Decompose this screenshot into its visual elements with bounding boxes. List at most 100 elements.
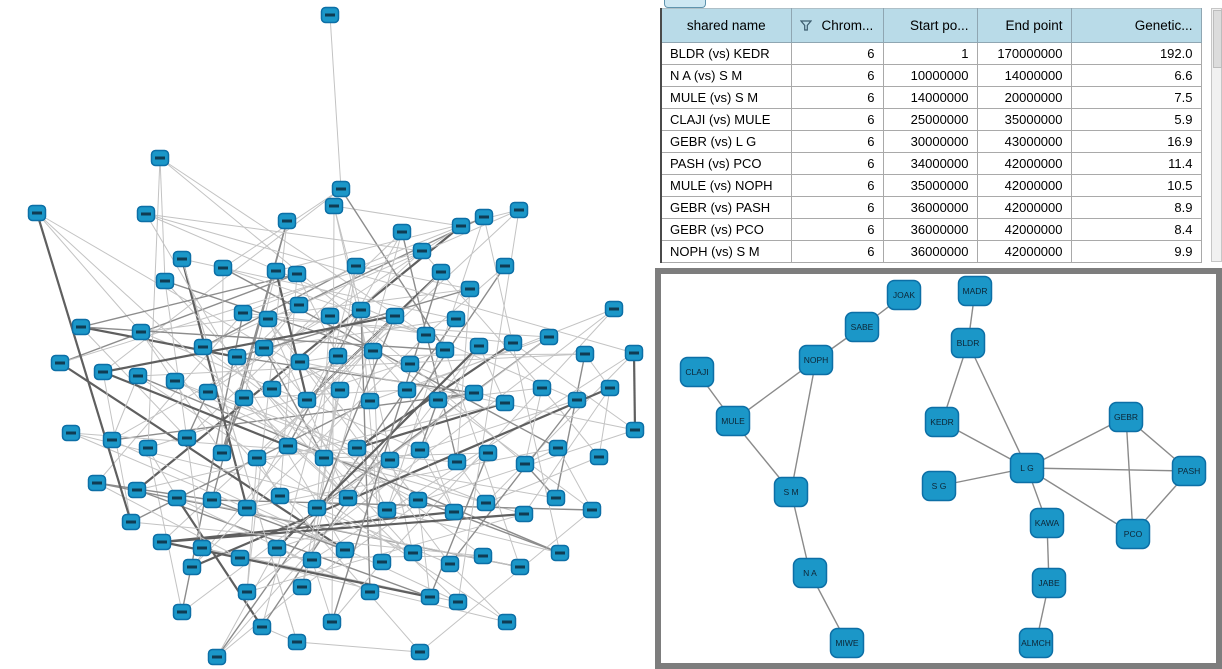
network-edge[interactable] <box>386 216 485 511</box>
network-node[interactable] <box>150 149 170 167</box>
table-row[interactable]: GEBR (vs) L G 6 30000000 43000000 16.9 <box>660 130 1202 153</box>
network-edge[interactable] <box>159 157 411 365</box>
column-header-genetic---[interactable]: Genetic... <box>1070 8 1202 43</box>
network-node[interactable] <box>444 503 464 521</box>
network-node[interactable] <box>420 588 440 606</box>
network-node[interactable] <box>589 448 609 466</box>
network-node[interactable] <box>177 429 197 447</box>
network-node[interactable] <box>546 489 566 507</box>
column-header-shared-name[interactable]: shared name <box>660 8 792 43</box>
network-node[interactable] <box>448 593 468 611</box>
network-edge[interactable] <box>147 157 161 449</box>
network-edge[interactable] <box>256 271 442 459</box>
network-node[interactable]: N A <box>792 557 828 589</box>
network-edge[interactable] <box>409 363 526 465</box>
network-edge[interactable] <box>243 270 277 399</box>
network-node[interactable] <box>495 257 515 275</box>
network-edge[interactable] <box>296 641 421 653</box>
table-cell[interactable]: 34000000 <box>882 152 978 175</box>
network-node[interactable] <box>550 544 570 562</box>
table-row[interactable]: N A (vs) S M 6 10000000 14000000 6.6 <box>660 64 1202 87</box>
network-edge[interactable] <box>401 231 458 463</box>
network-node[interactable] <box>290 353 310 371</box>
network-edge[interactable] <box>456 288 471 463</box>
network-node[interactable] <box>330 381 350 399</box>
network-node[interactable] <box>278 437 298 455</box>
table-cell[interactable]: 8.9 <box>1070 196 1202 219</box>
network-node[interactable] <box>136 205 156 223</box>
network-node[interactable] <box>428 391 448 409</box>
network-node[interactable] <box>474 208 494 226</box>
network-node[interactable] <box>307 499 327 517</box>
network-node[interactable] <box>575 345 595 363</box>
network-node[interactable]: JABE <box>1031 567 1067 599</box>
network-edge[interactable] <box>137 353 586 377</box>
network-node[interactable] <box>515 455 535 473</box>
network-node[interactable]: KEDR <box>924 406 960 438</box>
network-edge[interactable] <box>555 353 586 499</box>
network-edge[interactable] <box>164 280 414 554</box>
network-edge[interactable] <box>263 347 308 401</box>
network-node[interactable] <box>440 555 460 573</box>
table-row[interactable]: NOPH (vs) S M 6 36000000 42000000 9.9 <box>660 240 1202 263</box>
table-cell[interactable]: 9.9 <box>1070 240 1202 263</box>
network-node[interactable] <box>121 513 141 531</box>
network-node[interactable] <box>476 494 496 512</box>
network-edge[interactable] <box>221 267 224 454</box>
table-cell[interactable]: 42000000 <box>976 174 1072 197</box>
network-edge[interactable] <box>271 388 388 511</box>
network-edge[interactable] <box>111 315 331 441</box>
table-cell[interactable]: CLAJI (vs) MULE <box>660 108 792 131</box>
network-edge[interactable] <box>419 449 455 513</box>
network-edge[interactable] <box>485 352 635 504</box>
network-node[interactable] <box>155 272 175 290</box>
network-node[interactable] <box>172 603 192 621</box>
network-node[interactable] <box>71 318 91 336</box>
network-node[interactable]: PCO <box>1115 518 1151 550</box>
network-node[interactable] <box>292 578 312 596</box>
network-edge[interactable] <box>316 315 331 509</box>
table-cell[interactable]: 10000000 <box>882 64 978 87</box>
network-edge[interactable] <box>35 212 133 523</box>
table-row[interactable]: MULE (vs) S M 6 14000000 20000000 7.5 <box>660 86 1202 109</box>
network-edge[interactable] <box>102 370 289 448</box>
network-node[interactable] <box>324 197 344 215</box>
table-cell[interactable]: GEBR (vs) PCO <box>660 218 792 241</box>
network-node[interactable]: SABE <box>844 311 880 343</box>
network-edge[interactable] <box>306 315 396 401</box>
network-node[interactable] <box>473 547 493 565</box>
table-cell[interactable]: 170000000 <box>976 42 1072 65</box>
network-node[interactable] <box>410 643 430 661</box>
network-node[interactable] <box>495 394 515 412</box>
network-edge[interactable] <box>161 209 520 543</box>
network-edge[interactable] <box>276 429 636 549</box>
network-node[interactable] <box>233 304 253 322</box>
table-cell[interactable]: 10.5 <box>1070 174 1202 197</box>
network-node[interactable] <box>167 489 187 507</box>
network-node[interactable]: ALMCH <box>1018 627 1054 659</box>
network-node[interactable] <box>625 421 645 439</box>
network-node[interactable]: S M <box>773 476 809 508</box>
table-cell[interactable]: GEBR (vs) PASH <box>660 196 792 219</box>
network-node[interactable] <box>270 487 290 505</box>
network-node[interactable] <box>234 389 254 407</box>
table-cell[interactable]: 7.5 <box>1070 86 1202 109</box>
network-edge[interactable] <box>449 399 578 565</box>
network-node[interactable] <box>247 449 267 467</box>
table-cell[interactable]: 6 <box>790 240 884 263</box>
network-node[interactable] <box>328 347 348 365</box>
network-node[interactable] <box>172 250 192 268</box>
network-node[interactable] <box>182 558 202 576</box>
network-edge[interactable] <box>211 499 346 551</box>
network-edge[interactable] <box>246 457 258 593</box>
network-node[interactable] <box>335 541 355 559</box>
network-node[interactable]: CLAJI <box>679 356 715 388</box>
network-edge[interactable] <box>429 452 489 598</box>
network-edge[interactable] <box>279 495 414 554</box>
network-edge[interactable] <box>136 402 506 491</box>
network-node[interactable] <box>254 339 274 357</box>
table-scrollbar[interactable] <box>1211 8 1222 262</box>
network-node[interactable] <box>446 310 466 328</box>
network-node[interactable] <box>131 323 151 341</box>
network-edge[interactable] <box>36 212 341 391</box>
